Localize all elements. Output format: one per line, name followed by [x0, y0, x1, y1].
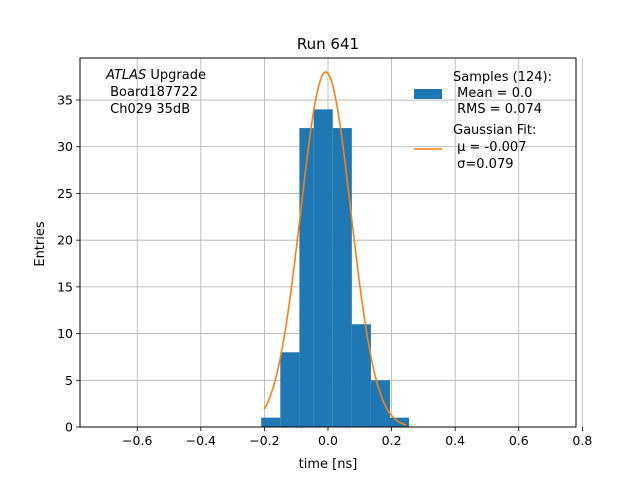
atlas-annotation: ATLAS Upgrade Board187722 Ch029 35dB: [105, 68, 206, 117]
chart-title: Run 641: [297, 35, 359, 53]
histogram-bar: [261, 417, 281, 427]
x-tick-label: 0.0: [318, 433, 338, 448]
y-tick-label: 5: [65, 373, 73, 388]
x-axis-ticks: −0.6 −0.4 −0.2 0.0 0.2 0.4 0.6 0.8: [122, 427, 592, 448]
y-tick-label: 15: [57, 279, 73, 294]
x-tick-label: −0.4: [186, 433, 216, 448]
legend-fit-mu: μ = -0.007: [453, 140, 526, 155]
annotation-line-1: ATLAS Upgrade: [105, 68, 206, 83]
y-tick-label: 0: [65, 420, 73, 435]
histogram-bar: [299, 128, 314, 427]
gaussian-fit: [263, 71, 407, 426]
annotation-board: Board187722: [106, 85, 198, 100]
histogram-bar: [280, 352, 300, 427]
histogram-bar: [351, 324, 371, 427]
y-tick-label: 35: [57, 93, 73, 108]
x-tick-label: 0.4: [445, 433, 465, 448]
x-tick-label: −0.6: [122, 433, 152, 448]
legend-fit-sigma: σ=0.079: [453, 157, 513, 172]
histogram-bar: [332, 128, 352, 427]
y-tick-label: 10: [57, 326, 73, 341]
x-tick-label: 0.2: [382, 433, 402, 448]
gaussian-fit-curve: [263, 71, 407, 426]
x-tick-label: 0.6: [509, 433, 529, 448]
x-tick-label: 0.8: [572, 433, 592, 448]
annotation-channel: Ch029 35dB: [106, 102, 190, 117]
legend-hist-rms: RMS = 0.074: [453, 102, 542, 117]
y-tick-label: 30: [57, 139, 73, 154]
annotation-atlas: ATLAS: [105, 68, 146, 83]
y-axis-ticks: 0 5 10 15 20 25 30 35: [57, 93, 80, 435]
legend-hist-label: Samples (124):: [453, 70, 552, 85]
x-tick-label: −0.2: [249, 433, 279, 448]
legend-fit-label: Gaussian Fit:: [453, 123, 536, 138]
x-axis-label: time [ns]: [299, 457, 358, 472]
y-tick-label: 25: [57, 186, 73, 201]
histogram-bar: [370, 380, 390, 427]
histogram-bar: [313, 109, 333, 427]
legend-hist-swatch: [414, 89, 442, 99]
histogram-bars: [261, 109, 410, 427]
annotation-upgrade: Upgrade: [146, 68, 206, 83]
legend: Samples (124): Mean = 0.0 RMS = 0.074 Ga…: [414, 70, 552, 172]
legend-hist-mean: Mean = 0.0: [453, 86, 532, 101]
y-tick-label: 20: [57, 233, 73, 248]
y-axis-label: Entries: [33, 221, 48, 267]
